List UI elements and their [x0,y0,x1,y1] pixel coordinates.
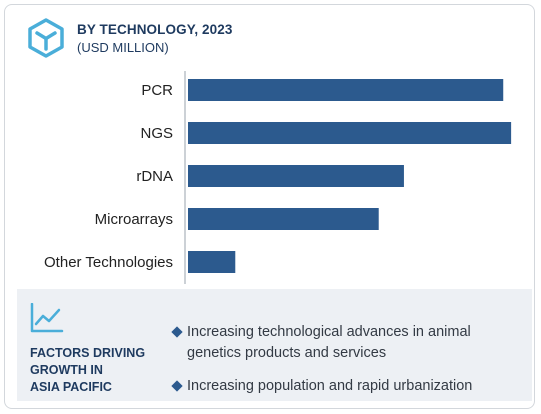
factor-item: Increasing technological advances in ani… [171,322,521,364]
cube-logo-icon [28,18,64,58]
category-label: Microarrays [95,211,173,228]
factor-item: Increasing population and rapid urbaniza… [171,376,521,397]
chart-card: BY TECHNOLOGY, 2023 (USD MILLION) PCR NGS… [4,4,535,409]
factor-text: Increasing population and rapid urbaniza… [187,378,473,394]
category-label: rDNA [136,168,173,185]
bar-ngs [188,122,512,144]
bar-pcr [188,79,504,101]
diamond-bullet-icon [171,380,183,392]
bar-chart: PCR NGS rDNA Microarrays Other Technologies [44,71,512,284]
category-label: PCR [141,82,173,99]
category-label: Other Technologies [44,254,173,271]
bar-other-technologies [188,251,236,273]
trend-chart-icon [30,303,64,333]
factors-panel: FACTORS DRIVING GROWTH IN ASIA PACIFIC I… [17,289,532,401]
chart-subtitle: (USD MILLION) [77,40,169,55]
factor-text: Increasing technological advances in ani… [187,324,471,361]
bar-microarrays [188,208,379,230]
category-label: NGS [140,125,173,142]
factors-list: Increasing technological advances in ani… [171,322,521,408]
chart-title: BY TECHNOLOGY, 2023 [77,22,233,37]
factors-title: FACTORS DRIVING GROWTH IN ASIA PACIFIC [30,346,146,394]
diamond-bullet-icon [171,326,183,338]
bar-rdna [188,165,404,187]
